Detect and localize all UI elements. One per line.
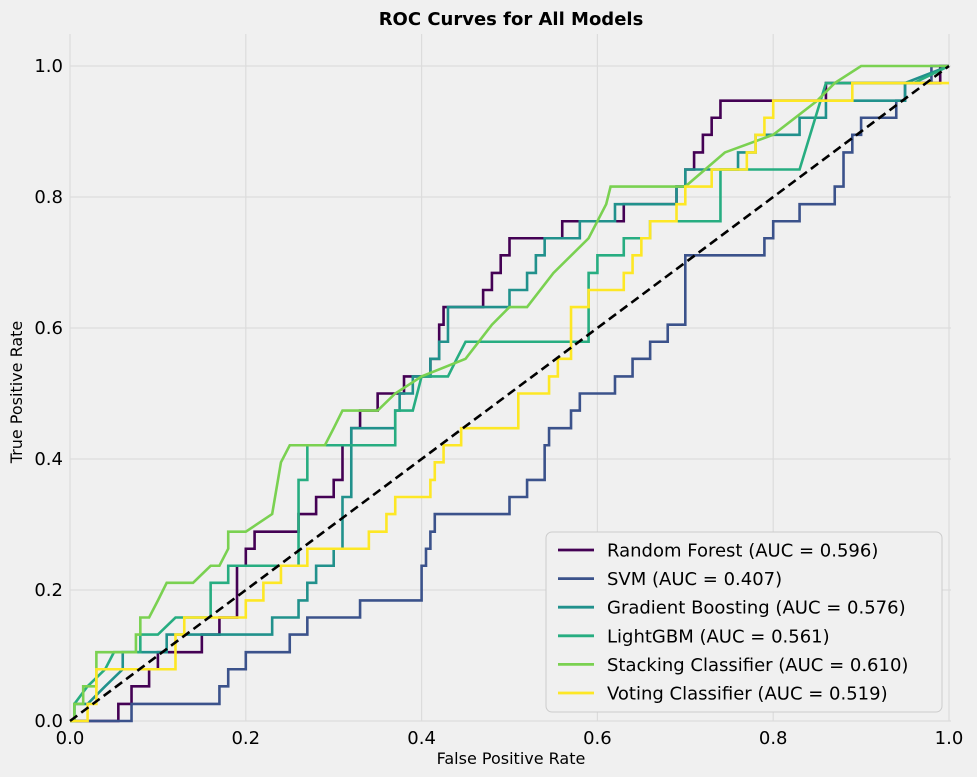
y-tick-label: 0.6 (34, 318, 63, 339)
y-tick-labels: 0.0 0.2 0.4 0.6 0.8 1.0 (34, 56, 63, 732)
reference-line-group (69, 64, 950, 723)
legend-entry: LightGBM (AUC = 0.561) (607, 626, 830, 647)
reference-line (69, 64, 950, 723)
legend: Random Forest (AUC = 0.596) SVM (AUC = 0.… (545, 531, 943, 713)
x-tick-label: 0.6 (583, 728, 612, 749)
series-line-2 (70, 64, 949, 723)
x-tick-label: 0.0 (56, 728, 85, 749)
x-axis-label: False Positive Rate (437, 749, 586, 768)
x-tick-label: 0.4 (407, 728, 436, 749)
y-tick-label: 0.8 (34, 187, 63, 208)
x-tick-label: 0.8 (759, 728, 788, 749)
legend-entry: Voting Classifier (AUC = 0.519) (607, 684, 888, 705)
legend-entry: Random Forest (AUC = 0.596) (607, 541, 878, 562)
x-tick-label: 1.0 (935, 728, 964, 749)
series-group (70, 64, 950, 723)
legend-entry: Gradient Boosting (AUC = 0.576) (607, 598, 906, 619)
y-axis-label: True Positive Rate (7, 321, 26, 465)
legend-entry: SVM (AUC = 0.407) (607, 569, 782, 590)
chart-title: ROC Curves for All Models (379, 9, 644, 30)
y-tick-label: 1.0 (34, 56, 63, 77)
legend-box (545, 531, 943, 713)
x-tick-label: 0.2 (231, 728, 260, 749)
series-line-6 (70, 81, 949, 723)
y-tick-label: 0.0 (34, 711, 63, 732)
series-line-5 (70, 64, 949, 723)
y-tick-label: 0.2 (34, 580, 63, 601)
legend-entry: Stacking Classifier (AUC = 0.610) (607, 655, 908, 676)
y-tick-label: 0.4 (34, 449, 63, 470)
x-tick-labels: 0.0 0.2 0.4 0.6 0.8 1.0 (56, 728, 964, 749)
